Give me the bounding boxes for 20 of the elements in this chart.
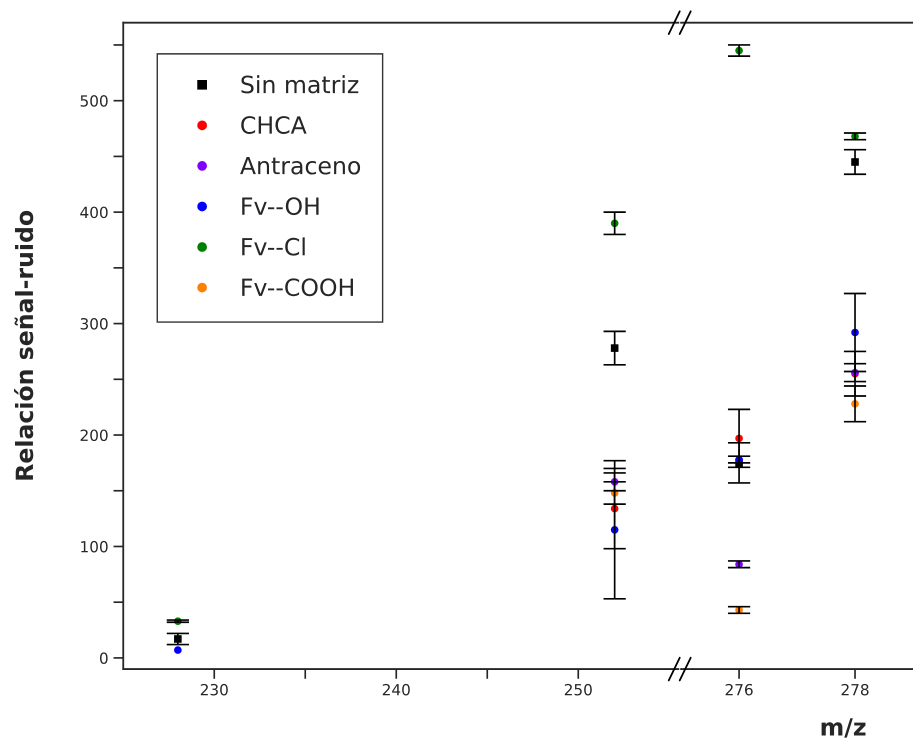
- x-tick-label: 250: [564, 684, 592, 696]
- x-tick-label: 240: [382, 684, 410, 696]
- x-axis-title: m/z: [822, 718, 866, 738]
- y-tick-label: 100: [81, 540, 108, 552]
- y-axis-title: Relación señal-ruido: [14, 210, 34, 480]
- x-tick-label: 276: [726, 684, 753, 696]
- legend-label: Fv--COOH: [242, 278, 353, 296]
- y-tick-label: 0: [100, 652, 108, 664]
- legend-label: Sin matriz: [241, 75, 358, 94]
- x-tick-label: 278: [842, 684, 869, 696]
- y-tick-label: 400: [80, 206, 108, 218]
- point: [174, 646, 182, 654]
- y-tick-label: 500: [80, 95, 108, 107]
- x-tick-label: 230: [200, 684, 228, 696]
- y-tick-label: 300: [80, 318, 108, 330]
- legend-label: CHCA: [241, 116, 307, 134]
- legend-label: Antraceno: [240, 156, 360, 175]
- legend-label: Fv--Cl: [242, 237, 305, 256]
- legend-label: Fv--OH: [242, 197, 319, 216]
- y-tick-label: 200: [80, 429, 108, 442]
